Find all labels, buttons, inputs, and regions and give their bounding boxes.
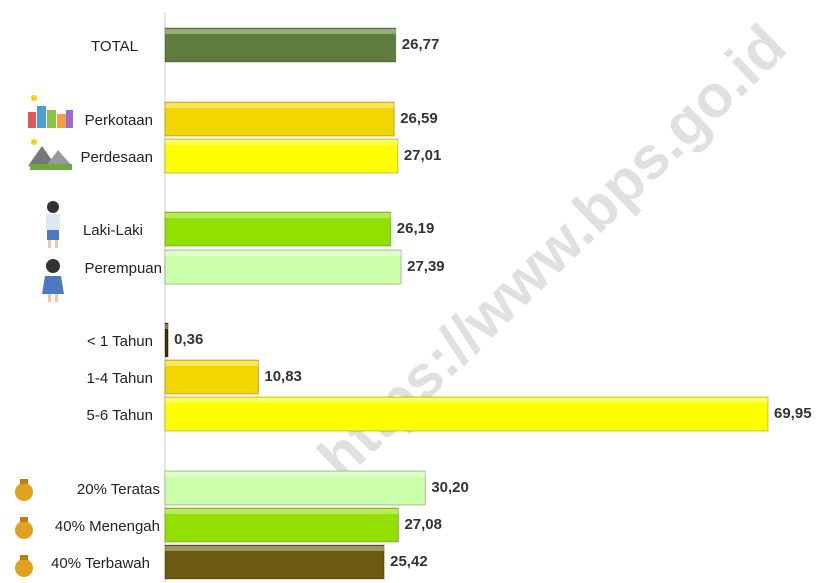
girl-icon [42,259,64,302]
money-bag-icons [15,479,33,577]
category-label: 5-6 Tahun [87,407,153,424]
value-label: 25,42 [390,553,428,570]
bar [164,544,385,580]
category-label: 20% Teratas [77,481,160,498]
bar-shine [165,509,399,514]
value-label: 27,08 [404,516,442,533]
category-label: Laki-Laki [83,222,143,239]
category-label: 1-4 Tahun [87,370,153,387]
value-label: 0,36 [174,331,203,348]
city-icon [28,95,73,128]
bar-shine [165,361,259,366]
village-icon [28,139,72,170]
bar-shine [165,472,426,477]
bar-shine [165,251,402,256]
category-label: 40% Menengah [55,518,160,535]
value-label: 30,20 [431,479,469,496]
bar-shine [165,29,396,34]
bar [164,359,259,395]
bar [164,138,399,174]
bar [164,27,397,63]
category-label: 40% Terbawah [51,555,150,572]
category-label: TOTAL [91,38,138,55]
category-label: Perdesaan [80,149,153,166]
category-label: < 1 Tahun [87,333,153,350]
bar [164,507,399,543]
value-label: 69,95 [774,405,812,422]
category-label: Perempuan [84,260,162,277]
value-label: 26,19 [397,220,435,237]
value-label: 27,39 [407,258,445,275]
value-label: 26,77 [402,36,440,53]
bar-shine [165,546,385,551]
bar-shine [165,213,391,218]
value-label: 26,59 [400,110,438,127]
bar [164,322,169,358]
category-label: Perkotaan [85,112,153,129]
bar-shine [165,103,395,108]
bar [164,470,426,506]
bar [164,211,392,247]
value-label: 27,01 [404,147,442,164]
bar-shine [165,398,768,403]
bar [164,396,769,432]
icons [15,95,73,577]
boy-icon [46,201,60,248]
bar [164,249,402,285]
value-label: 10,83 [264,368,302,385]
bar-shine [165,140,398,145]
bar-shine [165,324,169,329]
bar [164,101,395,137]
